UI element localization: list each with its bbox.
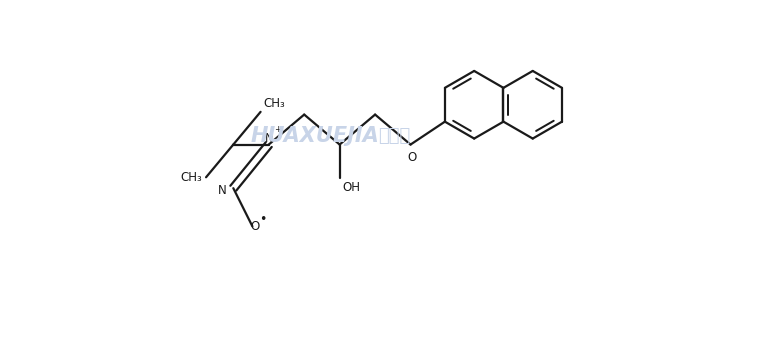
Text: N: N (264, 131, 273, 144)
Text: CH₃: CH₃ (180, 171, 201, 184)
Text: CH₃: CH₃ (263, 96, 285, 110)
Text: 化学加: 化学加 (378, 127, 410, 145)
Text: O: O (250, 220, 259, 233)
Text: +: + (274, 125, 281, 134)
Text: N: N (218, 184, 227, 197)
Text: O: O (407, 151, 416, 164)
Text: HUAXUEJIA: HUAXUEJIA (251, 126, 380, 147)
Text: •: • (259, 213, 267, 226)
Text: OH: OH (342, 181, 361, 194)
